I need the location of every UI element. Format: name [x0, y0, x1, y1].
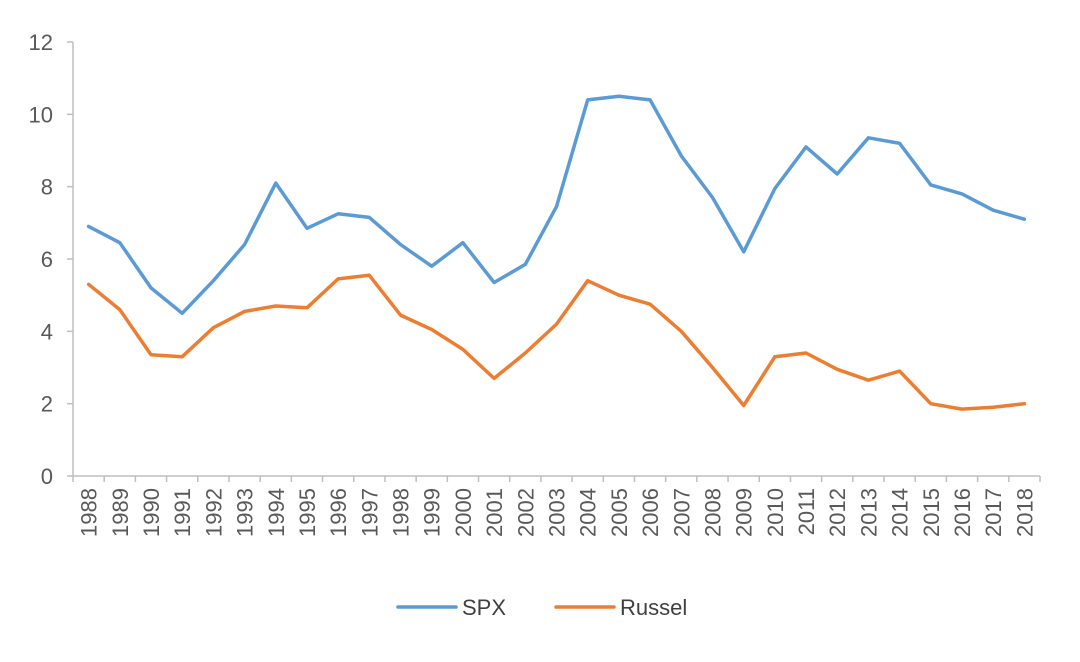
- x-tick-label: 2010: [763, 488, 788, 537]
- x-tick-label: 1993: [233, 488, 258, 537]
- x-tick-label: 1996: [326, 488, 351, 537]
- x-tick-label: 1997: [357, 488, 382, 537]
- series-line-spx: [89, 96, 1025, 313]
- legend: SPX Russel: [398, 595, 687, 620]
- x-tick-label: 1999: [420, 488, 445, 537]
- y-tick-label: 4: [41, 319, 53, 344]
- x-tick-label: 1998: [389, 488, 414, 537]
- y-tick-label: 8: [41, 175, 53, 200]
- x-tick-label: 2014: [888, 488, 913, 537]
- x-tick-label: 2001: [482, 488, 507, 537]
- legend-label-russel: Russel: [620, 595, 687, 620]
- x-tick-label: 2007: [669, 488, 694, 537]
- x-tick-label: 2008: [700, 488, 725, 537]
- y-tick-label: 6: [41, 247, 53, 272]
- x-tick-label: 2016: [950, 488, 975, 537]
- x-tick-label: 1990: [139, 488, 164, 537]
- y-tick-label: 12: [29, 30, 53, 55]
- series-line-russel: [89, 275, 1025, 409]
- x-tick-label: 2000: [451, 488, 476, 537]
- y-tick-label: 2: [41, 392, 53, 417]
- x-tick-label: 2009: [732, 488, 757, 537]
- x-tick-label: 1988: [77, 488, 102, 537]
- x-tick-label: 2013: [856, 488, 881, 537]
- x-tick-label: 2017: [981, 488, 1006, 537]
- x-tick-label: 2003: [545, 488, 570, 537]
- x-tick-label: 1995: [295, 488, 320, 537]
- legend-label-spx: SPX: [462, 595, 506, 620]
- y-tick-label: 10: [29, 102, 53, 127]
- x-tick-label: 2015: [919, 488, 944, 537]
- series-lines: [88, 96, 1024, 409]
- x-tick-label: 2018: [1012, 488, 1037, 537]
- y-tick-label: 0: [41, 464, 53, 489]
- x-tick-label: 2011: [794, 488, 819, 535]
- x-tick-label: 2004: [576, 488, 601, 537]
- x-tick-label: 2006: [638, 488, 663, 537]
- x-tick-label: 2012: [825, 488, 850, 537]
- x-tick-label: 1991: [170, 488, 195, 537]
- x-tick-label: 1992: [201, 488, 226, 537]
- x-tick-label: 2005: [607, 488, 632, 537]
- x-tick-label: 2002: [513, 488, 538, 537]
- x-tick-label: 1994: [264, 488, 289, 537]
- x-tick-label: 1989: [108, 488, 133, 537]
